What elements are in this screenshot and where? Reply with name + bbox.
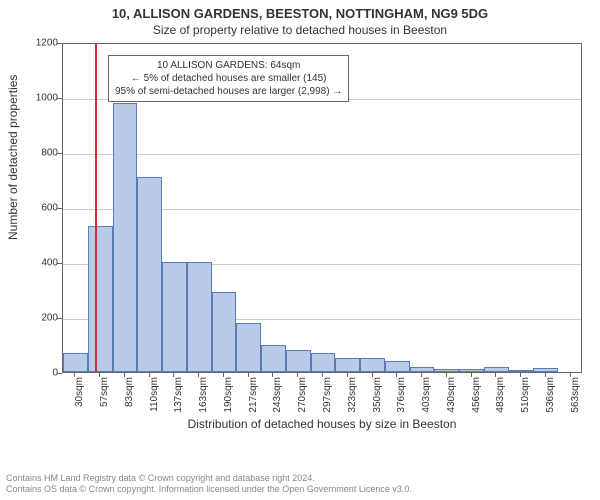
annotation-line3: 95% of semi-detached houses are larger (… — [115, 85, 342, 98]
xtick-label: 510sqm — [520, 377, 531, 417]
histogram-bar — [236, 323, 261, 373]
xtick-label: 323sqm — [347, 377, 358, 417]
ytick-label: 0 — [52, 368, 58, 379]
histogram-bar — [286, 350, 311, 372]
xtick-label: 243sqm — [272, 377, 283, 417]
annotation-box: 10 ALLISON GARDENS: 64sqm ← 5% of detach… — [108, 55, 349, 102]
histogram-bar — [335, 358, 360, 372]
xtick-label: 483sqm — [495, 377, 506, 417]
y-axis-label: Number of detached properties — [6, 75, 20, 240]
footer-line2: Contains OS data © Crown copyright. Info… — [6, 484, 470, 496]
histogram-bar — [261, 345, 286, 373]
xtick-label: 137sqm — [173, 377, 184, 417]
ytick-label: 200 — [41, 313, 58, 324]
xtick-label: 30sqm — [74, 377, 85, 417]
annotation-line2: ← 5% of detached houses are smaller (145… — [115, 72, 342, 85]
histogram-bar — [187, 262, 212, 372]
xtick-label: 217sqm — [248, 377, 259, 417]
histogram-bar — [137, 177, 162, 372]
xtick-label: 110sqm — [149, 377, 160, 417]
xtick-label: 270sqm — [297, 377, 308, 417]
ytick-label: 400 — [41, 258, 58, 269]
ytick-label: 800 — [41, 148, 58, 159]
histogram-bar — [113, 103, 138, 373]
x-axis-label: Distribution of detached houses by size … — [62, 417, 582, 431]
footer-line1: Contains HM Land Registry data © Crown c… — [6, 473, 470, 485]
xtick-label: 456sqm — [471, 377, 482, 417]
ytick-label: 600 — [41, 203, 58, 214]
xtick-label: 430sqm — [446, 377, 457, 417]
histogram-bar — [88, 226, 113, 372]
xtick-label: 403sqm — [421, 377, 432, 417]
footer-attribution: Contains HM Land Registry data © Crown c… — [6, 473, 470, 496]
xtick-label: 376sqm — [396, 377, 407, 417]
histogram-bar — [434, 369, 459, 372]
histogram-bar — [385, 361, 410, 372]
xtick-label: 163sqm — [198, 377, 209, 417]
chart-area: 020040060080010001200 30sqm57sqm83sqm110… — [62, 43, 582, 423]
xtick-label: 297sqm — [322, 377, 333, 417]
xtick-label: 536sqm — [545, 377, 556, 417]
histogram-bar — [533, 368, 558, 372]
property-marker-line — [95, 44, 97, 372]
ytick-label: 1000 — [36, 93, 58, 104]
xtick-label: 57sqm — [99, 377, 110, 417]
histogram-bar — [459, 369, 484, 372]
histogram-bar — [63, 353, 88, 372]
histogram-bar — [360, 358, 385, 372]
annotation-line1: 10 ALLISON GARDENS: 64sqm — [115, 59, 342, 72]
chart-title-line2: Size of property relative to detached ho… — [0, 23, 600, 37]
chart-title-line1: 10, ALLISON GARDENS, BEESTON, NOTTINGHAM… — [0, 6, 600, 21]
xtick-label: 83sqm — [124, 377, 135, 417]
xtick-label: 563sqm — [570, 377, 581, 417]
xtick-label: 350sqm — [372, 377, 383, 417]
histogram-bar — [311, 353, 336, 372]
ytick-label: 1200 — [36, 38, 58, 49]
histogram-bar — [212, 292, 237, 372]
xtick-label: 190sqm — [223, 377, 234, 417]
histogram-bar — [162, 262, 187, 372]
